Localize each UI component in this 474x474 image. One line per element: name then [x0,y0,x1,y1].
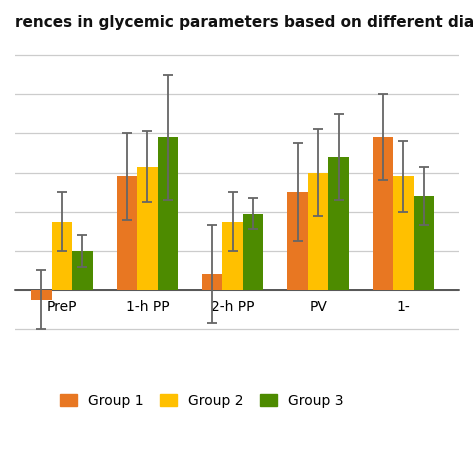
Bar [414,196,434,290]
Text: rences in glycemic parameters based on different diagnostic strate: rences in glycemic parameters based on d… [15,15,474,30]
Bar [72,251,93,290]
Legend: Group 1, Group 2, Group 3: Group 1, Group 2, Group 3 [55,388,349,413]
Bar [31,290,52,300]
Bar [393,176,414,290]
Bar [222,221,243,290]
Bar [202,274,222,290]
Bar [328,157,349,290]
Bar [137,167,157,290]
Bar [157,137,178,290]
Bar [52,221,72,290]
Bar [243,214,264,290]
Bar [117,176,137,290]
Bar [287,192,308,290]
Bar [373,137,393,290]
Bar [308,173,328,290]
